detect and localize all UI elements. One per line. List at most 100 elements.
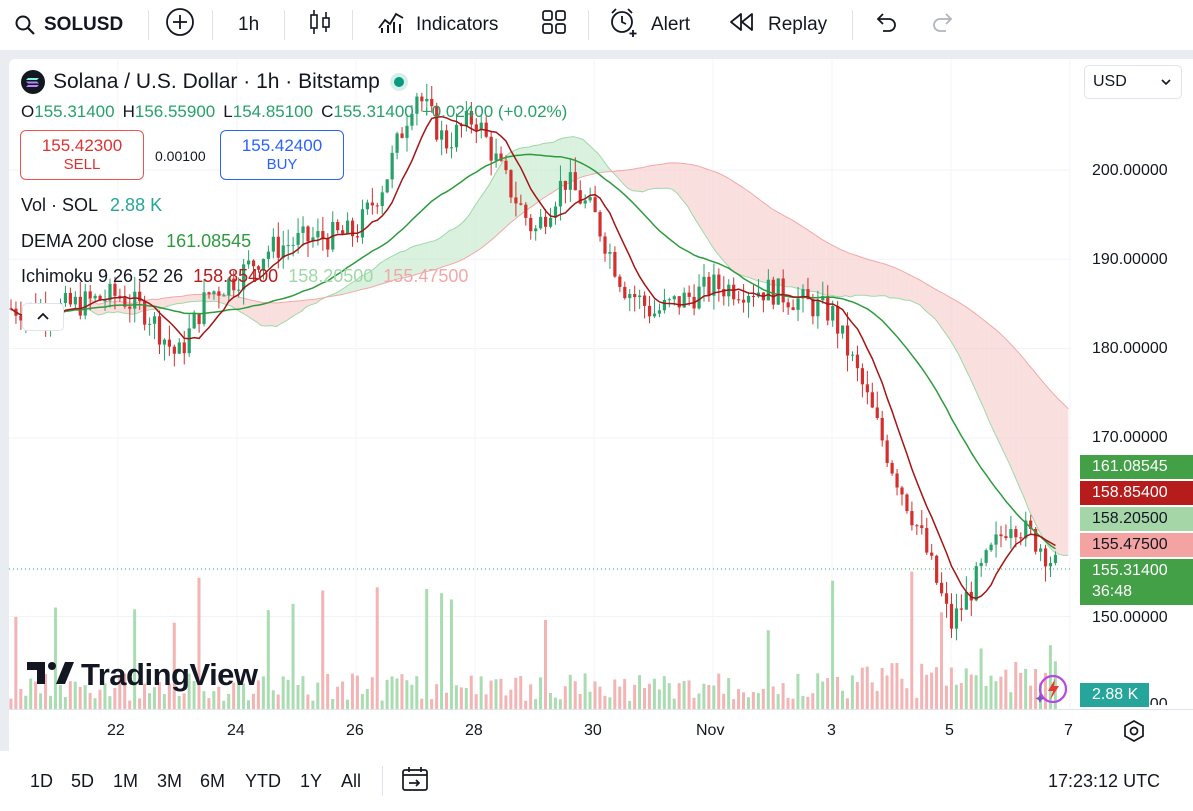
volume-bar <box>890 663 894 709</box>
currency-select[interactable]: USD <box>1084 65 1182 99</box>
volume-bar <box>301 676 305 709</box>
candle-body <box>652 313 657 317</box>
volume-legend[interactable]: Vol · SOL 2.88 K <box>21 195 162 216</box>
volume-bar <box>1043 672 1047 709</box>
chart-settings-button[interactable] <box>1122 719 1146 743</box>
goto-date-button[interactable] <box>400 751 430 811</box>
ichimoku-cloud-segment <box>692 164 698 223</box>
candle-body <box>128 306 132 309</box>
volume-bar <box>959 683 963 709</box>
volume-bar <box>895 662 899 709</box>
candle-body <box>73 296 77 305</box>
candle-body <box>281 245 285 258</box>
indicators-button[interactable]: Indicators <box>376 0 498 50</box>
range-1d-button[interactable]: 1D <box>30 770 54 791</box>
ichimoku-cloud-segment <box>518 147 524 217</box>
assistant-button[interactable] <box>1034 671 1070 707</box>
compare-symbol-button[interactable] <box>165 0 195 50</box>
utc-clock[interactable]: 17:23:12 UTC <box>1048 770 1161 791</box>
time-tick: 24 <box>227 722 245 739</box>
price-chart[interactable] <box>9 59 1193 709</box>
volume-bar <box>855 681 859 709</box>
volume-bar <box>34 681 38 709</box>
ichimoku-cloud-segment <box>424 241 430 273</box>
range-1m-button[interactable]: 1M <box>113 770 139 791</box>
redo-button[interactable] <box>930 0 956 50</box>
time-tick: 3 <box>827 722 836 739</box>
candle-body <box>385 179 389 193</box>
range-5d-button[interactable]: 5D <box>71 770 95 791</box>
range-3m-button[interactable]: 3M <box>157 770 183 791</box>
dema-legend[interactable]: DEMA 200 close 161.08545 <box>21 231 251 252</box>
volume-bar <box>202 691 206 709</box>
volume-bar <box>905 688 909 709</box>
volume-bar <box>88 692 92 709</box>
toolbar-divider <box>352 10 353 40</box>
candle-body <box>628 293 632 299</box>
symbol-legend[interactable]: Solana / U.S. Dollar · 1h · Bitstamp <box>21 70 404 94</box>
alert-button[interactable]: Alert <box>607 0 690 50</box>
volume-bar <box>103 683 107 709</box>
volume-bar <box>251 693 255 709</box>
toolbar-divider <box>212 10 213 40</box>
time-tick: 30 <box>584 722 602 739</box>
replay-button[interactable]: Replay <box>728 0 827 50</box>
ichimoku-cloud-segment <box>221 294 227 305</box>
candle-body <box>202 292 206 325</box>
volume-bar <box>400 674 404 709</box>
candle-body <box>157 316 162 345</box>
ichimoku-cloud-segment <box>459 220 465 262</box>
ichimoku-legend[interactable]: Ichimoku 9 26 52 26 158.85400 158.20500 … <box>21 266 468 287</box>
ichimoku-cloud-segment <box>271 302 277 327</box>
volume-bar <box>969 674 973 709</box>
candle-body <box>271 236 275 252</box>
interval-button[interactable]: 1h <box>238 14 260 35</box>
ichimoku-cloud-segment <box>533 144 539 206</box>
candle-body <box>826 296 830 321</box>
ichimoku-cloud-segment <box>627 169 633 191</box>
candle-body <box>836 306 840 334</box>
ichimoku-cloud-segment <box>850 253 856 297</box>
volume-bar <box>875 690 879 709</box>
range-1y-button[interactable]: 1Y <box>300 770 323 791</box>
candle-body <box>474 124 478 130</box>
chart-type-button[interactable] <box>308 0 332 50</box>
ichimoku-cloud-segment <box>558 138 564 189</box>
ichimoku-cloud-segment <box>98 303 104 315</box>
candle-body <box>935 555 939 583</box>
candle-body <box>989 544 993 551</box>
ichimoku-cloud-segment <box>984 320 990 422</box>
volume-bar <box>331 699 335 709</box>
volume-bar <box>410 684 414 709</box>
range-6m-button[interactable]: 6M <box>200 770 226 791</box>
undo-button[interactable] <box>873 0 899 50</box>
symbol-search-button[interactable]: SOLUSD <box>14 0 123 50</box>
candle-body <box>256 266 261 270</box>
volume-bar <box>920 663 924 709</box>
volume-bar <box>113 687 117 709</box>
ichimoku-cloud-segment <box>994 328 1000 443</box>
candle-body <box>494 153 498 161</box>
top-toolbar: SOLUSD 1h Indicators Alert Replay <box>0 0 1193 50</box>
volume-bar <box>628 700 632 709</box>
chart-panel[interactable]: TradingView Solana / U.S. Dollar · 1h · … <box>9 59 1193 751</box>
candle-body <box>816 300 820 317</box>
ichimoku-cloud-segment <box>177 296 183 304</box>
volume-bar <box>296 684 300 709</box>
volume-bar <box>915 697 919 709</box>
ichimoku-cloud-segment <box>1058 399 1064 556</box>
candle-body <box>568 172 572 190</box>
time-tick: 7 <box>1064 722 1073 739</box>
volume-bar <box>608 697 612 709</box>
candle-body <box>613 252 617 277</box>
range-ytd-button[interactable]: YTD <box>245 770 281 791</box>
sell-button[interactable]: 155.42300 SELL <box>20 130 144 180</box>
range-all-button[interactable]: All <box>341 770 362 791</box>
buy-button[interactable]: 155.42400 BUY <box>220 130 344 180</box>
collapse-legend-button[interactable] <box>22 303 64 331</box>
candle-body <box>489 136 493 161</box>
ichimoku-cloud-segment <box>667 162 673 190</box>
tenkan-price-label: 158.85400 <box>1080 481 1193 505</box>
layouts-button[interactable] <box>540 0 568 50</box>
ichimoku-cloud-segment <box>335 290 341 296</box>
